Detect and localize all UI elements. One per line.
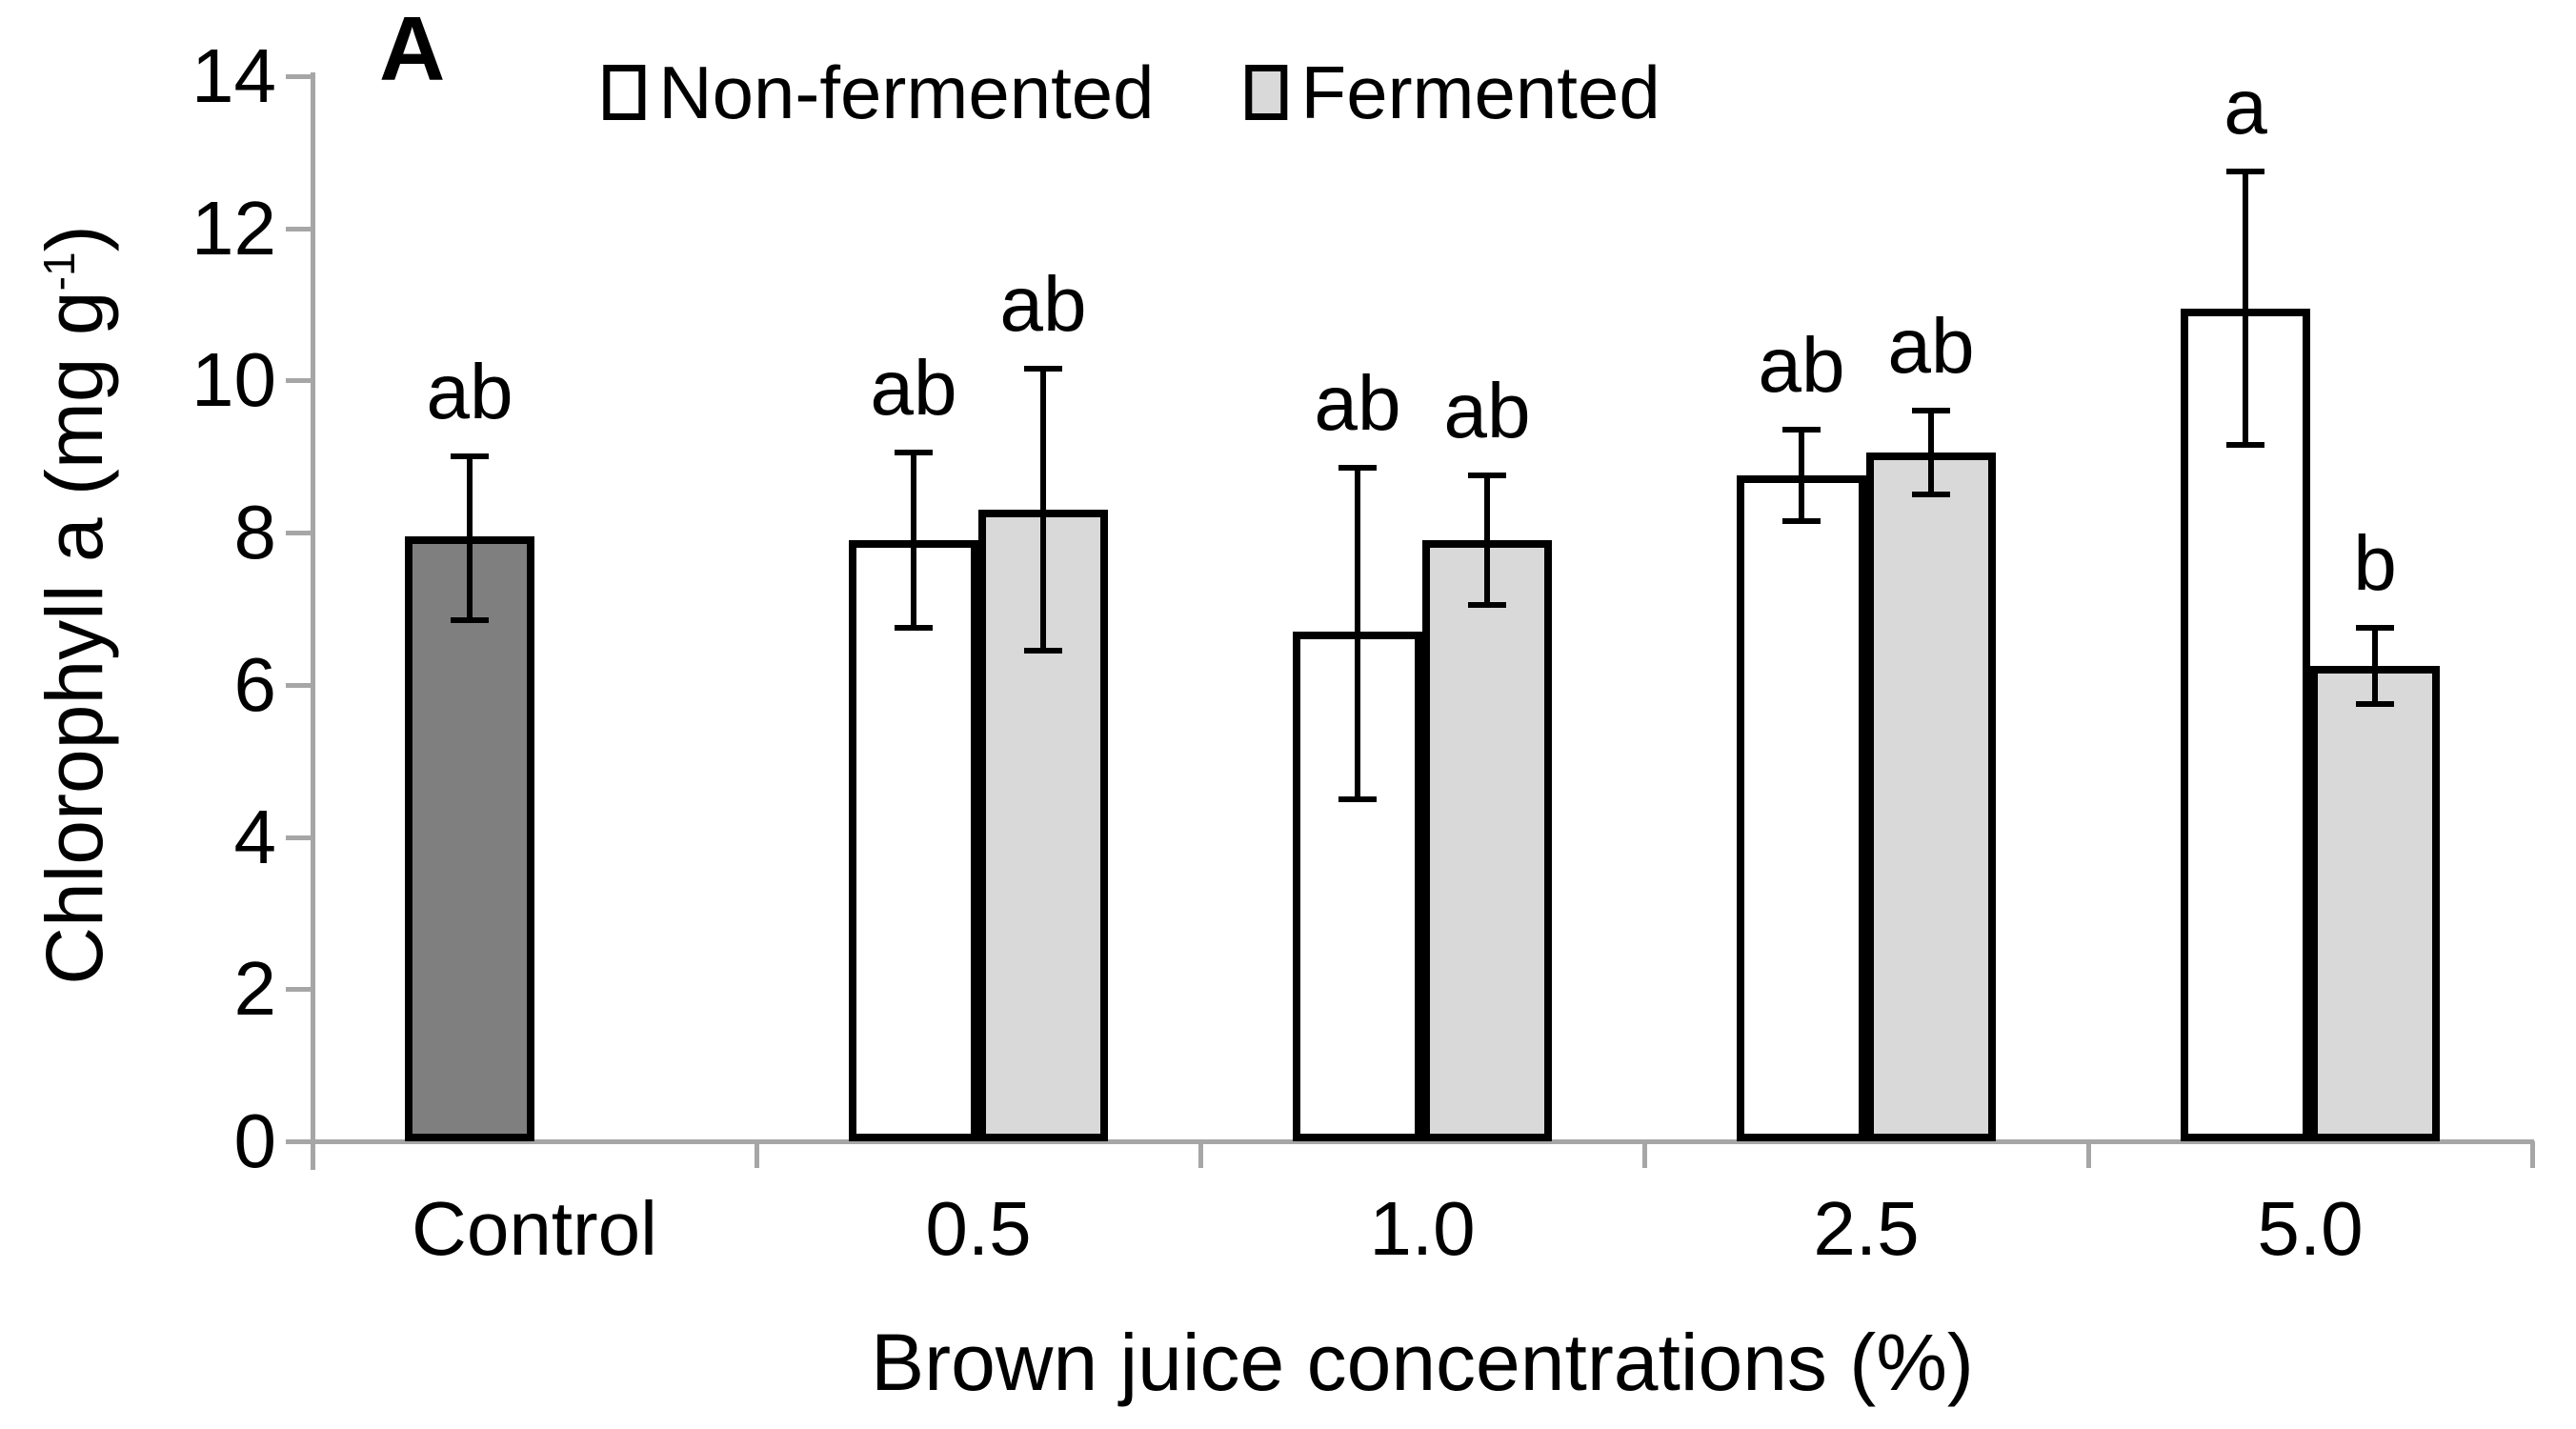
- y-axis-title-superscript: -1: [34, 252, 84, 292]
- x-category-label-1-0: 1.0: [1369, 1186, 1476, 1271]
- y-tick-14: [286, 74, 311, 79]
- sig-label-fermented-2-5: ab: [1887, 303, 1975, 391]
- error-bar-stem-fermented-5-0: [2372, 627, 2378, 704]
- bar-non-fermented-2-5: [1737, 475, 1866, 1141]
- y-tick-6: [286, 682, 311, 688]
- error-bar-stem-fermented-0-5: [1040, 369, 1046, 651]
- x-category-tick-0: [755, 1141, 759, 1168]
- y-tick-label-10: 10: [191, 337, 276, 423]
- sig-label-non-fermented-2-5: ab: [1758, 322, 1845, 410]
- error-bar-cap-bottom-fermented-5-0: [2356, 700, 2394, 707]
- bar-non-fermented-0-5: [849, 540, 978, 1141]
- y-tick-label-4: 4: [233, 794, 277, 879]
- y-tick-2: [286, 987, 311, 993]
- y-tick-12: [286, 226, 311, 231]
- bar-fermented-2-5: [1866, 453, 1996, 1141]
- legend-label-non-fermented: Non-fermented: [658, 50, 1155, 134]
- y-axis-line: [311, 72, 315, 1170]
- x-category-label-0-5: 0.5: [925, 1186, 1032, 1271]
- x-category-tick-2: [1642, 1141, 1647, 1168]
- error-bar-cap-bottom-fermented-2-5: [1912, 492, 1950, 498]
- error-bar-cap-top-non-fermented-2-5: [1782, 427, 1821, 433]
- error-bar-cap-top-non-fermented-control: [451, 453, 489, 460]
- error-bar-cap-top-non-fermented-1-0: [1338, 465, 1377, 472]
- error-bar-stem-non-fermented-control: [467, 456, 473, 620]
- x-category-label-2-5: 2.5: [1813, 1186, 1920, 1271]
- error-bar-stem-fermented-1-0: [1484, 475, 1490, 605]
- bar-non-fermented-control: [405, 536, 534, 1141]
- error-bar-cap-top-fermented-2-5: [1912, 408, 1950, 414]
- error-bar-stem-non-fermented-0-5: [911, 453, 916, 628]
- x-axis-title: Brown juice concentrations (%): [871, 1318, 1974, 1407]
- y-tick-4: [286, 835, 311, 840]
- x-category-label-control: Control: [412, 1186, 657, 1271]
- x-category-tick-1: [1198, 1141, 1203, 1168]
- y-tick-label-14: 14: [191, 33, 276, 118]
- sig-label-fermented-0-5: ab: [999, 261, 1087, 349]
- y-tick-label-2: 2: [233, 946, 277, 1032]
- legend-swatch-fermented: [1245, 65, 1288, 120]
- error-bar-cap-top-fermented-1-0: [1468, 473, 1506, 479]
- sig-label-non-fermented-1-0: ab: [1314, 360, 1401, 448]
- sig-label-fermented-5-0: b: [2353, 519, 2397, 607]
- legend-label-fermented: Fermented: [1300, 50, 1660, 134]
- sig-label-fermented-1-0: ab: [1443, 368, 1531, 455]
- bar-fermented-1-0: [1422, 540, 1552, 1141]
- error-bar-cap-bottom-fermented-1-0: [1468, 602, 1506, 608]
- error-bar-stem-fermented-2-5: [1928, 411, 1934, 495]
- y-tick-label-6: 6: [233, 641, 277, 727]
- x-category-tick-4: [2530, 1141, 2535, 1168]
- error-bar-cap-bottom-non-fermented-control: [451, 616, 489, 623]
- legend-item-fermented: Fermented: [1245, 50, 1660, 135]
- legend-item-non-fermented: Non-fermented: [603, 50, 1155, 135]
- y-tick-label-8: 8: [233, 490, 277, 575]
- error-bar-cap-top-fermented-0-5: [1024, 366, 1062, 372]
- error-bar-cap-bottom-non-fermented-5-0: [2226, 442, 2264, 449]
- sig-label-non-fermented-control: ab: [426, 349, 513, 436]
- error-bar-cap-bottom-non-fermented-1-0: [1338, 795, 1377, 802]
- sig-label-non-fermented-5-0: a: [2224, 63, 2267, 151]
- x-category-label-5-0: 5.0: [2257, 1186, 2364, 1271]
- legend: Non-fermented Fermented: [603, 50, 1660, 135]
- error-bar-stem-non-fermented-1-0: [1355, 468, 1360, 799]
- y-tick-label-0: 0: [233, 1098, 277, 1183]
- error-bar-stem-non-fermented-5-0: [2243, 171, 2248, 446]
- legend-swatch-non-fermented: [603, 65, 646, 120]
- x-category-tick-3: [2086, 1141, 2091, 1168]
- error-bar-cap-bottom-fermented-0-5: [1024, 647, 1062, 654]
- panel-label: A: [379, 0, 446, 100]
- y-tick-label-12: 12: [191, 185, 276, 271]
- error-bar-cap-top-fermented-5-0: [2356, 624, 2394, 631]
- error-bar-cap-top-non-fermented-5-0: [2226, 168, 2264, 174]
- error-bar-stem-non-fermented-2-5: [1799, 430, 1804, 522]
- error-bar-cap-bottom-non-fermented-0-5: [895, 624, 933, 631]
- y-tick-10: [286, 378, 311, 384]
- bar-fermented-5-0: [2310, 665, 2440, 1141]
- error-bar-cap-bottom-non-fermented-2-5: [1782, 518, 1821, 525]
- y-tick-0: [286, 1139, 311, 1144]
- y-tick-8: [286, 531, 311, 536]
- y-axis-title: Chlorophyll a (mg g-1): [7, 0, 119, 1224]
- x-axis-line: [311, 1139, 2534, 1144]
- error-bar-cap-top-non-fermented-0-5: [895, 450, 933, 456]
- sig-label-non-fermented-0-5: ab: [870, 345, 957, 433]
